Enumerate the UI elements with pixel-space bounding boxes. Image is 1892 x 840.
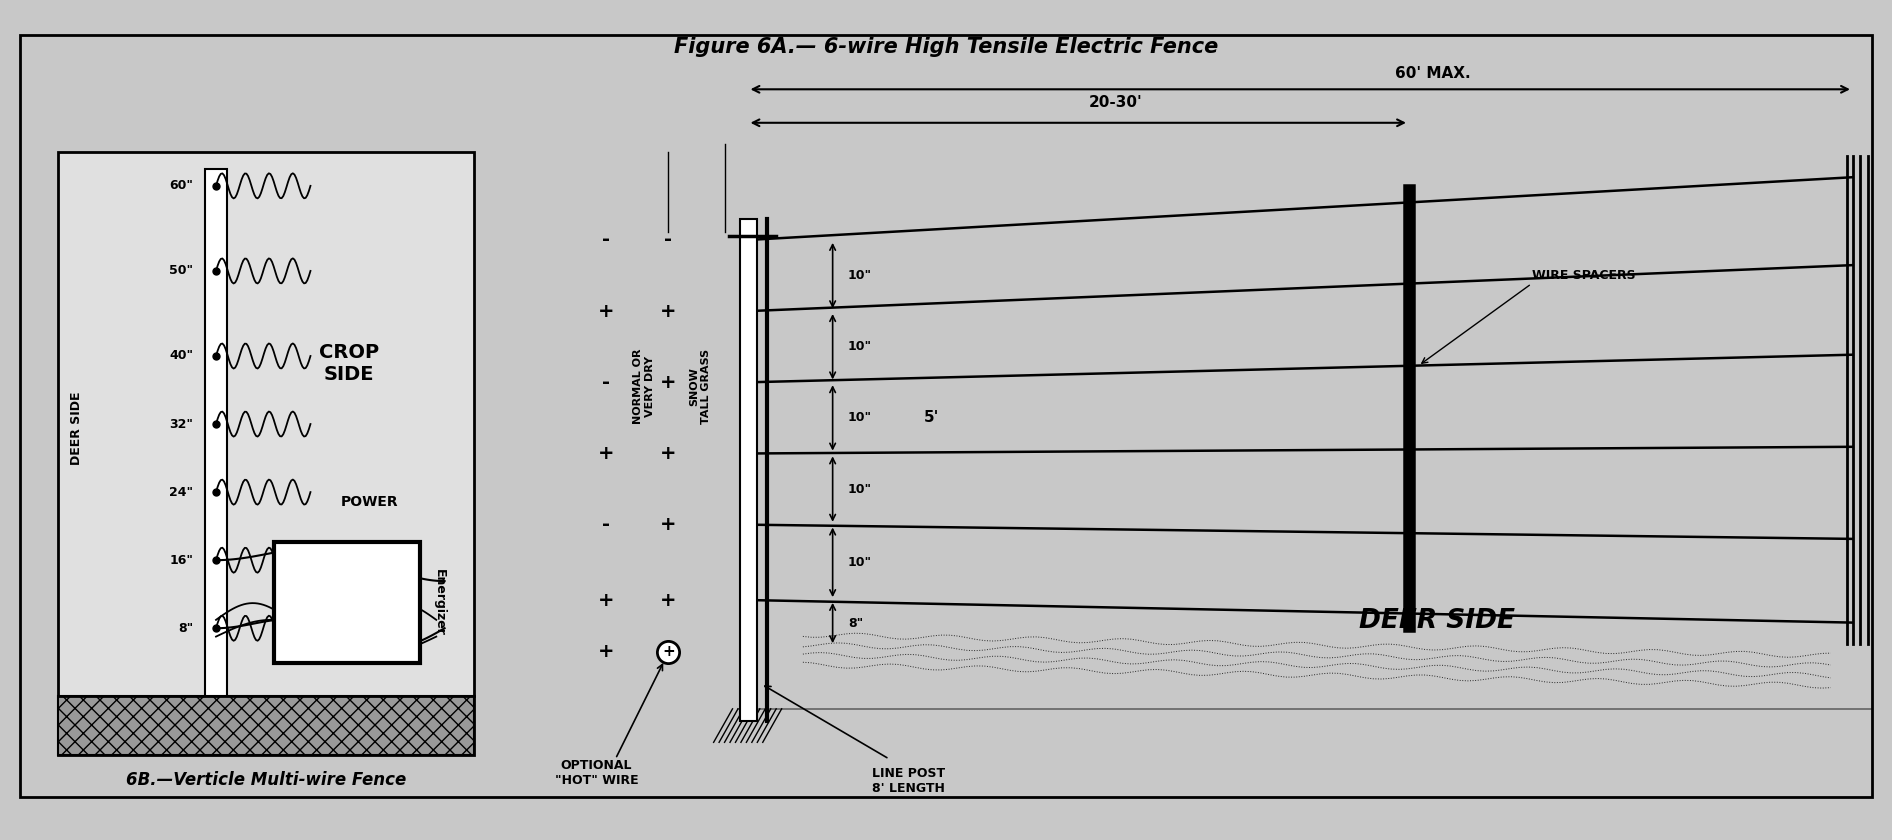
Text: -: - (602, 373, 609, 391)
Text: DEER SIDE: DEER SIDE (70, 391, 83, 465)
Text: +: + (598, 444, 615, 463)
Text: 10": 10" (848, 556, 872, 569)
Text: +: + (660, 444, 677, 463)
Text: 16": 16" (168, 554, 193, 567)
Text: 50": 50" (168, 265, 193, 277)
Text: POWER: POWER (341, 495, 399, 509)
Bar (740, 219, 757, 722)
Text: 8": 8" (178, 622, 193, 635)
Text: 10": 10" (848, 412, 872, 424)
Text: Figure 6A.— 6-wire High Tensile Electric Fence: Figure 6A.— 6-wire High Tensile Electric… (674, 38, 1218, 57)
Bar (59, 696, 473, 755)
Text: 24": 24" (168, 486, 193, 499)
Text: DEER SIDE: DEER SIDE (1358, 608, 1515, 634)
Text: +: + (660, 302, 677, 321)
Text: 60' MAX.: 60' MAX. (1394, 66, 1470, 81)
Text: LINE POST
8' LENGTH: LINE POST 8' LENGTH (872, 768, 944, 795)
Bar (59, 152, 473, 755)
Text: 10": 10" (848, 340, 872, 354)
Text: +: + (660, 591, 677, 610)
Text: OPTIONAL
"HOT" WIRE: OPTIONAL "HOT" WIRE (554, 759, 638, 787)
Text: +: + (598, 302, 615, 321)
Text: 32": 32" (168, 417, 193, 431)
Text: WIRE SPACERS: WIRE SPACERS (1533, 269, 1635, 281)
Text: 60": 60" (168, 180, 193, 192)
Text: 10": 10" (848, 482, 872, 496)
Text: +: + (662, 644, 675, 659)
Bar (204, 169, 227, 696)
Text: 5': 5' (923, 411, 938, 425)
Text: 40": 40" (168, 349, 193, 363)
Text: -: - (602, 515, 609, 534)
Text: +: + (660, 373, 677, 391)
Text: Energizer: Energizer (433, 569, 447, 636)
Text: -: - (602, 230, 609, 249)
Text: NORMAL OR
VERY DRY: NORMAL OR VERY DRY (634, 349, 655, 424)
Text: +: + (660, 515, 677, 534)
Text: CROP
SIDE: CROP SIDE (320, 343, 378, 384)
Text: 10": 10" (848, 269, 872, 282)
Text: +: + (598, 643, 615, 661)
Text: -: - (664, 230, 672, 249)
Text: SNOW
TALL GRASS: SNOW TALL GRASS (689, 349, 711, 424)
Text: +: + (598, 591, 615, 610)
Text: 20-30': 20-30' (1090, 95, 1143, 110)
Bar (274, 543, 420, 663)
Text: 8": 8" (848, 617, 863, 629)
Text: 6B.—Verticle Multi-wire Fence: 6B.—Verticle Multi-wire Fence (125, 771, 407, 789)
